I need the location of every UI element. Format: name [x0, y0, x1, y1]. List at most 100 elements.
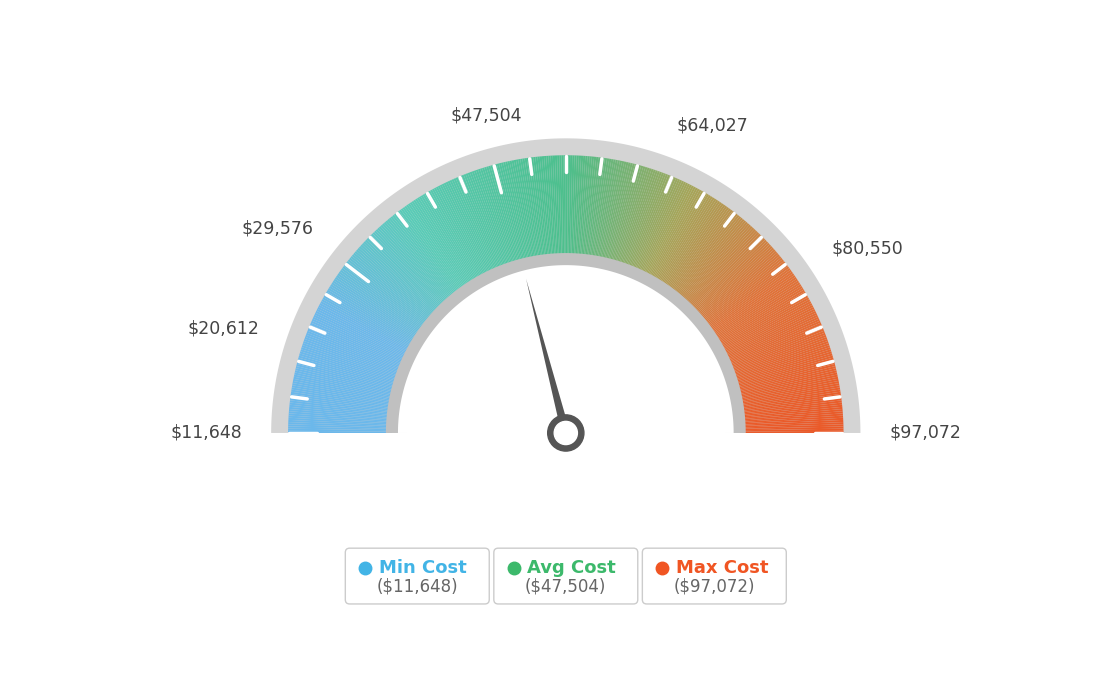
Polygon shape [675, 216, 741, 298]
Polygon shape [288, 424, 392, 429]
Polygon shape [593, 159, 612, 262]
Polygon shape [652, 192, 705, 283]
Polygon shape [733, 359, 835, 388]
Polygon shape [580, 156, 590, 259]
Polygon shape [573, 155, 578, 259]
Polygon shape [641, 183, 688, 277]
Polygon shape [661, 201, 720, 288]
Polygon shape [671, 213, 736, 295]
Polygon shape [574, 155, 581, 259]
Polygon shape [555, 155, 561, 259]
Polygon shape [724, 319, 820, 363]
Polygon shape [578, 156, 587, 259]
Polygon shape [288, 420, 392, 426]
Polygon shape [302, 343, 401, 378]
Polygon shape [431, 190, 482, 282]
Polygon shape [719, 301, 811, 352]
Polygon shape [735, 373, 837, 396]
Polygon shape [404, 206, 466, 291]
Polygon shape [562, 155, 564, 259]
Polygon shape [726, 326, 824, 368]
Polygon shape [721, 309, 815, 357]
Polygon shape [712, 282, 800, 339]
Polygon shape [290, 396, 393, 411]
Polygon shape [289, 411, 392, 421]
Polygon shape [527, 158, 543, 261]
Text: Max Cost: Max Cost [676, 559, 768, 577]
Polygon shape [319, 303, 412, 353]
Polygon shape [350, 256, 432, 323]
Polygon shape [614, 166, 646, 266]
Polygon shape [389, 217, 456, 299]
Polygon shape [735, 368, 837, 394]
Polygon shape [609, 164, 637, 265]
Polygon shape [739, 404, 842, 417]
Polygon shape [439, 184, 488, 278]
Polygon shape [295, 371, 396, 395]
Polygon shape [728, 333, 826, 371]
Polygon shape [327, 290, 417, 344]
Polygon shape [668, 208, 731, 293]
Polygon shape [643, 184, 690, 277]
Polygon shape [672, 213, 737, 297]
Polygon shape [659, 199, 716, 287]
Polygon shape [740, 420, 843, 426]
Polygon shape [594, 159, 614, 262]
Polygon shape [739, 407, 842, 418]
Polygon shape [358, 248, 436, 318]
Polygon shape [296, 364, 397, 391]
Polygon shape [289, 400, 393, 414]
Polygon shape [571, 155, 576, 259]
Polygon shape [446, 181, 491, 276]
Polygon shape [708, 273, 794, 334]
Polygon shape [740, 415, 843, 424]
Polygon shape [382, 223, 452, 302]
Polygon shape [740, 424, 843, 429]
Polygon shape [318, 305, 412, 354]
Polygon shape [503, 162, 528, 264]
Text: ($11,648): ($11,648) [376, 578, 458, 595]
Polygon shape [412, 201, 470, 288]
Polygon shape [316, 310, 410, 357]
Polygon shape [733, 357, 834, 387]
Polygon shape [549, 156, 556, 259]
Polygon shape [291, 390, 394, 407]
Polygon shape [735, 371, 837, 395]
Polygon shape [538, 157, 550, 260]
Polygon shape [624, 171, 660, 269]
Polygon shape [288, 413, 392, 422]
Polygon shape [289, 407, 393, 418]
Polygon shape [714, 288, 804, 344]
Polygon shape [739, 398, 841, 413]
Polygon shape [304, 341, 402, 377]
Polygon shape [364, 239, 440, 313]
Polygon shape [665, 204, 725, 290]
Polygon shape [317, 309, 411, 357]
Polygon shape [703, 263, 786, 328]
Polygon shape [468, 172, 506, 270]
Polygon shape [495, 164, 522, 265]
Polygon shape [737, 387, 840, 406]
Polygon shape [508, 161, 531, 263]
Polygon shape [716, 295, 808, 348]
Polygon shape [310, 323, 406, 365]
Polygon shape [592, 158, 609, 262]
Polygon shape [444, 183, 490, 277]
Polygon shape [655, 194, 709, 284]
Polygon shape [584, 157, 596, 260]
Polygon shape [418, 196, 475, 286]
Polygon shape [295, 373, 396, 396]
Polygon shape [329, 286, 418, 342]
Polygon shape [391, 216, 457, 298]
Polygon shape [478, 169, 512, 268]
Polygon shape [585, 157, 598, 260]
Polygon shape [712, 284, 802, 341]
Polygon shape [684, 230, 757, 307]
Polygon shape [565, 155, 567, 259]
Polygon shape [733, 355, 834, 386]
Polygon shape [297, 359, 399, 388]
Polygon shape [304, 339, 402, 375]
FancyBboxPatch shape [346, 548, 489, 604]
Polygon shape [730, 341, 828, 377]
Polygon shape [338, 273, 424, 334]
